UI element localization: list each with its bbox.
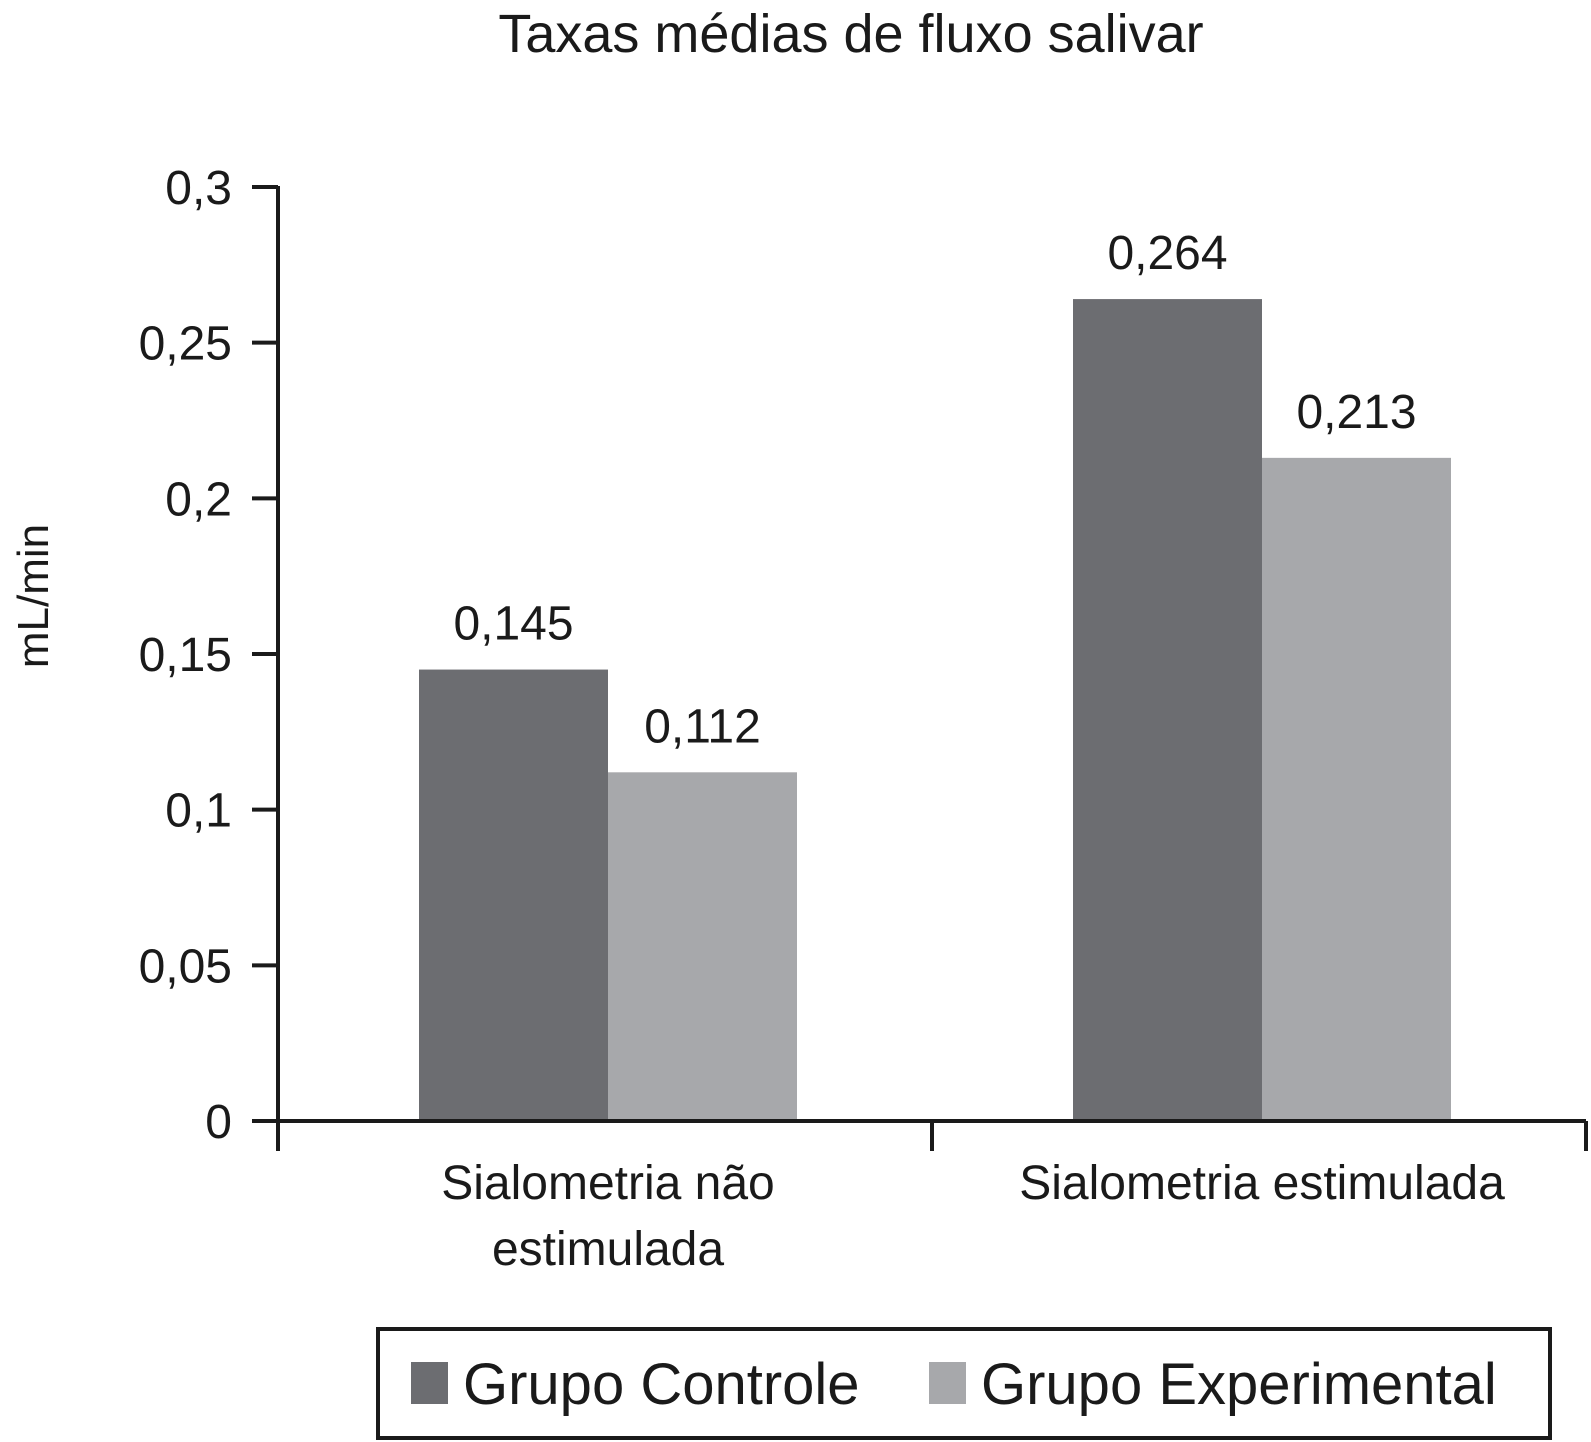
y-tick-label: 0,3 [165, 162, 232, 215]
bar [608, 772, 797, 1119]
legend-label: Grupo Experimental [981, 1352, 1497, 1417]
category-labels: Sialometria não estimulada Sialometria est… [441, 1157, 1505, 1276]
x-axis [276, 1119, 1588, 1151]
data-label: 0,112 [644, 700, 761, 753]
chart-title: Taxas médias de fluxo salivar [498, 4, 1203, 64]
category-label: estimulada [492, 1223, 724, 1276]
data-label: 0,145 [453, 598, 573, 651]
bar [1073, 299, 1262, 1120]
y-tick-label: 0,25 [139, 318, 232, 371]
y-axis: 0 0,05 0,1 0,15 0,2 0,25 0,3 [139, 162, 280, 1149]
category-label: Sialometria não [441, 1157, 775, 1210]
y-tick-label: 0,05 [139, 940, 232, 993]
y-axis-title: mL/min [9, 524, 58, 668]
legend-swatch [929, 1362, 966, 1404]
data-label: 0,264 [1107, 227, 1227, 280]
category-label: Sialometria estimulada [1019, 1157, 1505, 1210]
bar [1262, 457, 1451, 1119]
legend-label: Grupo Controle [463, 1352, 860, 1417]
bars [419, 299, 1451, 1120]
value-labels: 0,145 0,264 0,112 0,213 [453, 227, 1416, 753]
y-tick-label: 0,15 [139, 629, 232, 682]
legend-swatch [411, 1362, 448, 1404]
y-tick-label: 0,1 [165, 785, 232, 838]
y-tick-label: 0 [205, 1096, 232, 1149]
y-tick-label: 0,2 [165, 473, 232, 526]
bar [419, 669, 608, 1119]
data-label: 0,213 [1296, 386, 1416, 439]
legend: Grupo Controle Grupo Experimental [376, 1327, 1552, 1440]
